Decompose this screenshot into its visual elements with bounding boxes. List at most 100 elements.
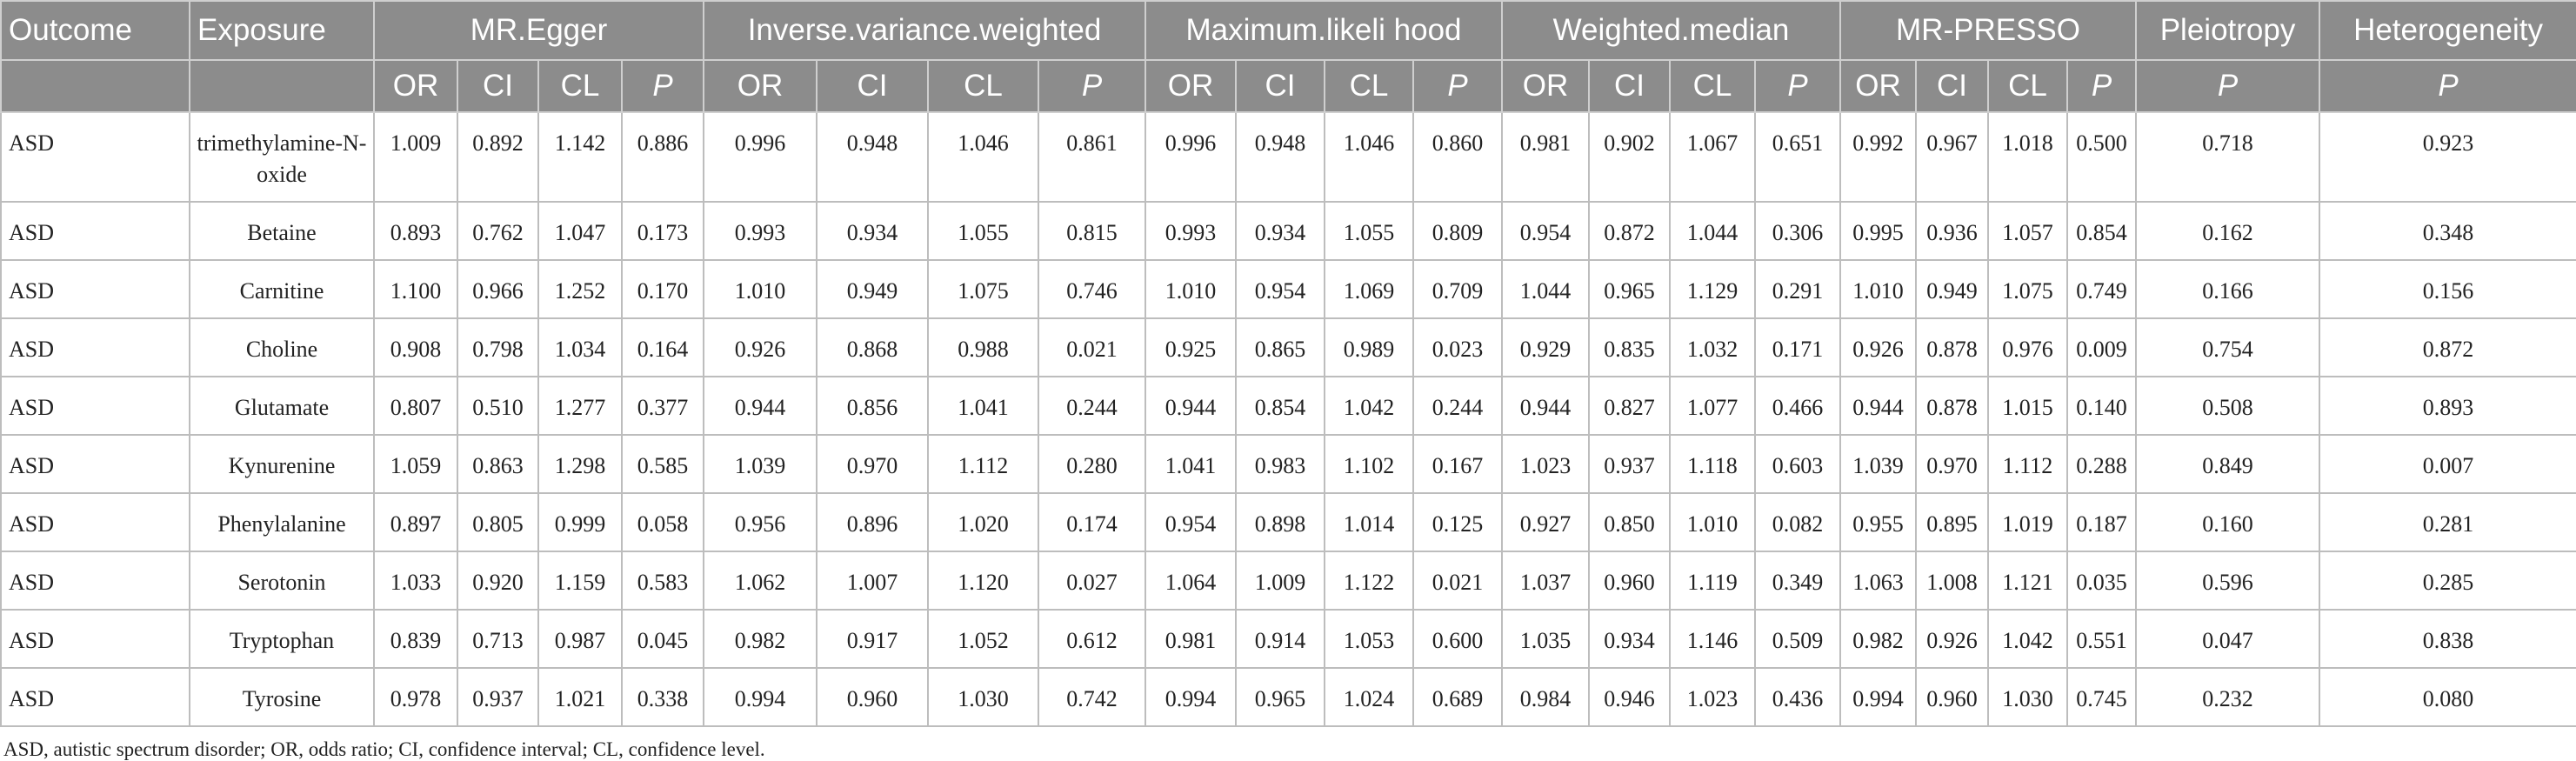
table-cell: 0.585 [621,434,704,494]
group-header: Maximum.likeli hood [1145,0,1503,61]
table-cell: 0.285 [2319,551,2576,611]
table-cell: 0.291 [1754,259,1841,319]
table-cell: 0.934 [1588,609,1671,669]
table-cell: 0.583 [621,551,704,611]
table-cell: 0.798 [457,317,539,377]
table-cell: 0.603 [1754,434,1841,494]
table-cell: 0.965 [1588,259,1671,319]
table-cell: 0.280 [1038,434,1146,494]
sub-header: OR [1145,59,1237,113]
table-cell: 1.009 [373,111,458,203]
sub-header: P [1754,59,1841,113]
table-cell: 0.925 [1145,317,1237,377]
table-cell: 0.946 [1588,667,1671,727]
table-cell: 0.466 [1754,376,1841,436]
header-cell [0,59,190,113]
sub-header: OR [373,59,458,113]
table-cell: 1.055 [1324,201,1414,261]
table-cell: 0.937 [1588,434,1671,494]
table-cell: 1.044 [1501,259,1590,319]
table-cell: 0.872 [1588,201,1671,261]
table-cell: 1.032 [1669,317,1756,377]
table-cell: 0.171 [1754,317,1841,377]
table-cell: 0.965 [1235,667,1325,727]
table-cell: 0.868 [816,317,929,377]
table-cell: Betaine [189,201,375,261]
table-cell: 0.288 [2065,434,2138,494]
table-cell: 0.009 [2065,317,2138,377]
table-cell: 1.120 [927,551,1039,611]
table-row: ASD Serotonin 1.033 0.920 1.159 0.583 1.062 1.0… [0,551,2576,611]
table-cell: 0.754 [2135,317,2321,377]
table-cell: 0.944 [703,376,818,436]
table-cell: ASD [0,259,190,319]
table-cell: 0.960 [1588,551,1671,611]
table-row: ASD Choline 0.908 0.798 1.034 0.164 0.926 0.868… [0,317,2576,377]
table-cell: Carnitine [189,259,375,319]
table-cell: 1.010 [703,259,818,319]
table-cell: 0.993 [1145,201,1237,261]
table-cell: 0.886 [621,111,704,203]
table-cell: ASD [0,376,190,436]
table-cell: 1.019 [1987,492,2068,552]
table-cell: 0.809 [1412,201,1503,261]
table-cell: 0.713 [457,609,539,669]
table-cell: 1.159 [537,551,623,611]
table-cell: 0.955 [1839,492,1917,552]
table-cell: 0.058 [621,492,704,552]
table-cell: 0.989 [1324,317,1414,377]
sub-header: OR [1839,59,1917,113]
table-cell: 1.034 [537,317,623,377]
table-cell: 0.742 [1038,667,1146,727]
table-cell: 0.509 [1754,609,1841,669]
table-cell: 0.987 [537,609,623,669]
table-cell: 0.995 [1839,201,1917,261]
table-cell: 1.069 [1324,259,1414,319]
table-cell: 1.033 [373,551,458,611]
table-cell: 0.908 [373,317,458,377]
sub-header: OR [703,59,818,113]
table-row: ASD Glutamate 0.807 0.510 1.277 0.377 0.944 0.8… [0,376,2576,436]
table-cell: 0.949 [816,259,929,319]
table-cell: 0.718 [2135,111,2321,203]
header-cell: Outcome [0,0,190,61]
table-cell: 0.993 [703,201,818,261]
table-cell: 0.510 [457,376,539,436]
table-cell: 0.856 [816,376,929,436]
table-cell: Tyrosine [189,667,375,727]
table-cell: 1.042 [1987,609,2068,669]
header-cell [189,59,375,113]
table-cell: 0.762 [457,201,539,261]
group-header: Weighted.median [1501,0,1841,61]
table-cell: Phenylalanine [189,492,375,552]
table-cell: ASD [0,551,190,611]
table-cell: 0.861 [1038,111,1146,203]
table-row: ASD Tryptophan 0.839 0.713 0.987 0.045 0.982 0.… [0,609,2576,669]
table-cell: 0.948 [816,111,929,203]
table-cell: 1.112 [1987,434,2068,494]
table-cell: 0.992 [1839,111,1917,203]
table-cell: 0.926 [1839,317,1917,377]
table-cell: 1.057 [1987,201,2068,261]
table-cell: 0.021 [1038,317,1146,377]
table-cell: 0.167 [1412,434,1503,494]
sub-header: P [621,59,704,113]
table-cell: 0.878 [1915,376,1989,436]
table-cell: 1.059 [373,434,458,494]
table-cell: 0.895 [1915,492,1989,552]
table-cell: 1.044 [1669,201,1756,261]
table-cell: 1.035 [1501,609,1590,669]
table-cell: 0.863 [457,434,539,494]
table-cell: 0.140 [2065,376,2138,436]
table-cell: 0.956 [703,492,818,552]
table-cell: 0.926 [703,317,818,377]
table-cell: 1.023 [1669,667,1756,727]
table-cell: 0.080 [2319,667,2576,727]
table-cell: Tryptophan [189,609,375,669]
table-cell: 0.865 [1235,317,1325,377]
table-cell: 0.023 [1412,317,1503,377]
table-cell: 0.981 [1501,111,1590,203]
table-cell: 0.878 [1915,317,1989,377]
table-cell: Glutamate [189,376,375,436]
header-cell: Exposure [189,0,375,61]
